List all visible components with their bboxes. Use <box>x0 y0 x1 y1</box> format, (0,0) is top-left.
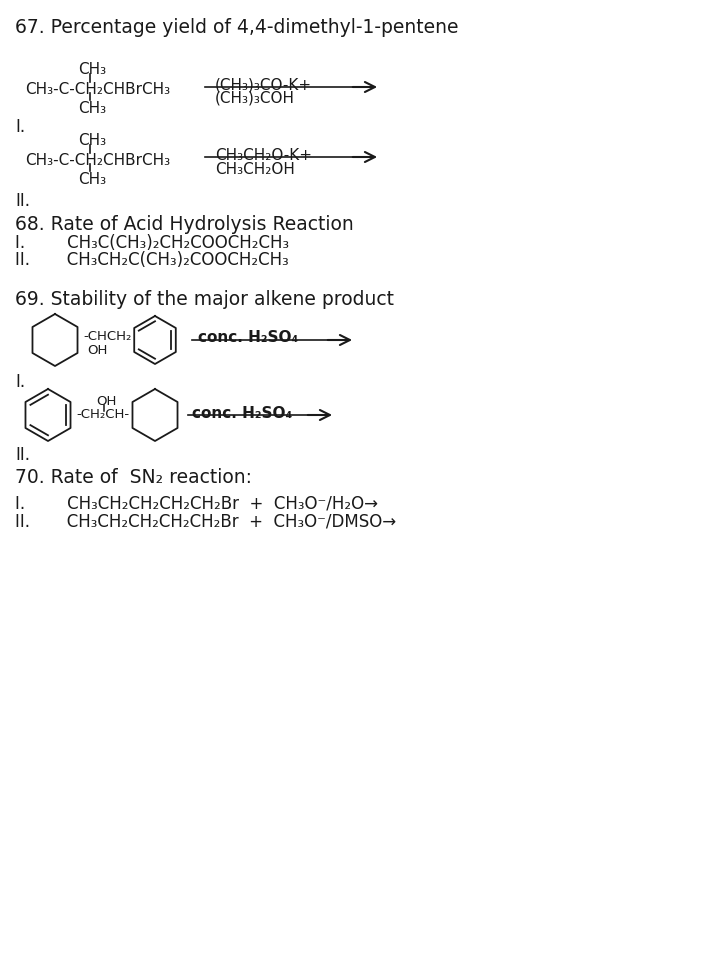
Text: -CH₂CH-: -CH₂CH- <box>76 408 129 421</box>
Text: II.: II. <box>15 192 30 210</box>
Text: CH₃: CH₃ <box>78 62 106 77</box>
Text: CH₃: CH₃ <box>78 133 106 148</box>
Text: (CH₃)₃COH: (CH₃)₃COH <box>215 91 295 106</box>
Text: CH₃-C-CH₂CHBrCH₃: CH₃-C-CH₂CHBrCH₃ <box>25 82 170 97</box>
Text: I.        CH₃C(CH₃)₂CH₂COOCH₂CH₃: I. CH₃C(CH₃)₂CH₂COOCH₂CH₃ <box>15 234 289 252</box>
Text: CH₃CH₂OH: CH₃CH₂OH <box>215 162 295 177</box>
Text: CH₃: CH₃ <box>78 101 106 116</box>
Text: II.       CH₃CH₂C(CH₃)₂COOCH₂CH₃: II. CH₃CH₂C(CH₃)₂COOCH₂CH₃ <box>15 251 289 269</box>
Text: II.       CH₃CH₂CH₂CH₂CH₂Br  +  CH₃O⁻/DMSO→: II. CH₃CH₂CH₂CH₂CH₂Br + CH₃O⁻/DMSO→ <box>15 513 396 531</box>
Text: I.: I. <box>15 373 25 391</box>
Text: CH₃CH₂O-K+: CH₃CH₂O-K+ <box>215 148 312 163</box>
Text: -CHCH₂: -CHCH₂ <box>83 330 132 343</box>
Text: OH: OH <box>96 395 116 408</box>
Text: 70. Rate of  SN₂ reaction:: 70. Rate of SN₂ reaction: <box>15 468 252 487</box>
Text: II.: II. <box>15 446 30 464</box>
Text: 68. Rate of Acid Hydrolysis Reaction: 68. Rate of Acid Hydrolysis Reaction <box>15 215 353 234</box>
Text: I.: I. <box>15 118 25 136</box>
Text: 67. Percentage yield of 4,4-dimethyl-1-pentene: 67. Percentage yield of 4,4-dimethyl-1-p… <box>15 18 458 37</box>
Text: CH₃: CH₃ <box>78 172 106 187</box>
Text: OH: OH <box>87 344 108 357</box>
Text: 69. Stability of the major alkene product: 69. Stability of the major alkene produc… <box>15 290 394 309</box>
Text: CH₃-C-CH₂CHBrCH₃: CH₃-C-CH₂CHBrCH₃ <box>25 153 170 168</box>
Text: conc. H₂SO₄: conc. H₂SO₄ <box>192 406 292 421</box>
Text: conc. H₂SO₄: conc. H₂SO₄ <box>198 330 298 345</box>
Text: (CH₃)₃CO-K+: (CH₃)₃CO-K+ <box>215 78 312 93</box>
Text: I.        CH₃CH₂CH₂CH₂CH₂Br  +  CH₃O⁻/H₂O→: I. CH₃CH₂CH₂CH₂CH₂Br + CH₃O⁻/H₂O→ <box>15 495 378 513</box>
